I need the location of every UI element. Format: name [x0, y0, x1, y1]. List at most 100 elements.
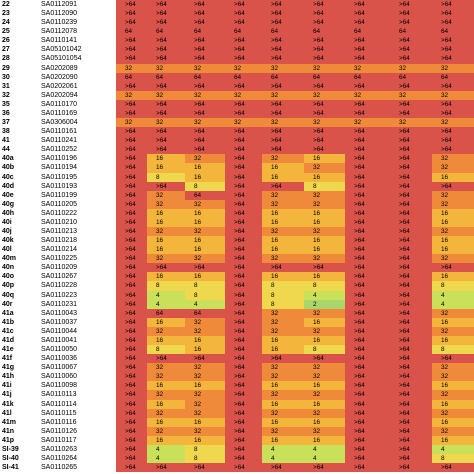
mic-cell: >64	[225, 199, 262, 209]
compound-code: SA0110231	[41, 300, 78, 308]
compound-code: SA0110098	[41, 382, 78, 390]
mic-cell: 16	[147, 236, 185, 246]
mic-cell: >64	[147, 45, 185, 55]
mic-cell: 32	[432, 254, 474, 264]
mic-cell: >64	[225, 36, 262, 46]
mic-cell: 16	[304, 399, 345, 409]
compound-code: SA0110194	[41, 164, 78, 172]
table-row: 40e SA0110199 >64 32 64 >64 32 32 >64 >64 32	[0, 190, 474, 200]
mic-cell: >64	[345, 245, 390, 255]
table-row: 37 SA0306004 32 32 32 32 32 32 32 32 32	[0, 118, 474, 128]
mic-cell: 4	[432, 290, 474, 300]
mic-cell: 16	[304, 381, 345, 391]
mic-cell: 16	[147, 154, 185, 164]
mic-cell: >64	[225, 408, 262, 418]
mic-cell: >64	[225, 372, 262, 382]
compound-code: SA05101054	[41, 55, 82, 63]
mic-cell: >64	[116, 299, 147, 309]
mic-cell: 32	[262, 63, 304, 73]
compound-label: 41k	[2, 400, 14, 408]
mic-cell: 16	[304, 317, 345, 327]
compound-label: 40k	[2, 237, 14, 245]
compound-code: SA0110113	[41, 391, 77, 399]
mic-cell: >64	[225, 217, 262, 227]
mic-cell: >64	[116, 154, 147, 164]
mic-cell: 16	[432, 208, 474, 218]
compound-code: SA0110223	[41, 291, 78, 299]
mic-cell: >64	[147, 354, 185, 364]
mic-cell: 32	[432, 363, 474, 373]
mic-cell: >64	[390, 108, 432, 119]
compound-code: SA0110210	[41, 218, 78, 226]
mic-cell: >64	[225, 154, 262, 164]
mic-cell: 32	[147, 227, 185, 237]
mic-cell: 16	[147, 272, 185, 282]
mic-cell: 4	[262, 444, 304, 454]
compound-code: SA0110036	[41, 355, 78, 363]
mic-cell: >64	[116, 345, 147, 355]
table-row: 40j SA0110213 >64 32 32 >64 32 32 >64 >64 32	[0, 227, 474, 237]
compound-code: SA0112091	[41, 1, 78, 8]
mic-cell: >64	[345, 181, 390, 191]
mic-cell: >64	[432, 0, 474, 10]
compound-code: SA0110225	[41, 255, 78, 263]
mic-cell: >64	[390, 208, 432, 218]
compound-code: SA0112090	[41, 10, 78, 18]
mic-cell: >64	[116, 81, 147, 91]
mic-cell: 8	[185, 281, 225, 291]
mic-cell: 32	[432, 154, 474, 164]
mic-cell: >64	[390, 435, 432, 445]
mic-cell: 64	[147, 308, 185, 318]
mic-cell: >64	[390, 363, 432, 373]
mic-cell: 32	[225, 63, 262, 73]
compound-code: SA0110044	[41, 327, 78, 335]
mic-cell: >64	[116, 317, 147, 327]
mic-cell: >64	[390, 9, 432, 19]
mic-cell: 16	[262, 381, 304, 391]
mic-cell: >64	[345, 227, 390, 237]
table-row: 41h SA0110060 >64 32 32 >64 32 32 >64 >64 32	[0, 372, 474, 382]
compound-label: 40c	[2, 173, 14, 181]
mic-cell: >64	[432, 136, 474, 146]
mic-cell: 32	[185, 363, 225, 373]
mic-cell: >64	[225, 417, 262, 427]
mic-cell: >64	[116, 417, 147, 427]
mic-cell: >64	[185, 108, 225, 119]
mic-cell: 16	[432, 236, 474, 246]
compound-code: SA0110050	[41, 346, 78, 354]
mic-cell: 16	[185, 236, 225, 246]
table-row: 41f SA0110036 >64 >64 >64 >64 >64 >64 >64 >64 >64	[0, 354, 474, 364]
mic-cell: >64	[304, 463, 345, 473]
mic-cell: >64	[390, 454, 432, 464]
compound-code: SA0110241	[41, 137, 78, 145]
compound-label: 25	[2, 28, 10, 36]
mic-cell: >64	[345, 0, 390, 10]
mic-cell: >64	[116, 390, 147, 400]
mic-cell: >64	[225, 136, 262, 146]
mic-cell: 32	[185, 90, 225, 100]
mic-cell: >64	[390, 154, 432, 164]
mic-cell: >64	[116, 127, 147, 137]
mic-cell: 64	[432, 72, 474, 82]
mic-cell: >64	[225, 236, 262, 246]
mic-cell: >64	[345, 390, 390, 400]
mic-cell: >64	[225, 290, 262, 300]
mic-cell: >64	[390, 190, 432, 200]
mic-cell: 32	[262, 190, 304, 200]
mic-cell: >64	[390, 181, 432, 191]
mic-cell: 32	[262, 90, 304, 100]
mic-cell: 16	[262, 417, 304, 427]
mic-cell: >64	[225, 435, 262, 445]
mic-cell: 16	[147, 399, 185, 409]
mic-cell: 16	[185, 272, 225, 282]
mic-cell: 32	[304, 118, 345, 128]
mic-cell: 16	[185, 345, 225, 355]
mic-cell: >64	[390, 272, 432, 282]
compound-label: 41a	[2, 309, 14, 317]
mic-cell: >64	[116, 108, 147, 119]
mic-cell: >64	[225, 245, 262, 255]
mic-cell: 64	[185, 308, 225, 318]
mic-cell: >64	[390, 417, 432, 427]
mic-cell: >64	[225, 254, 262, 264]
